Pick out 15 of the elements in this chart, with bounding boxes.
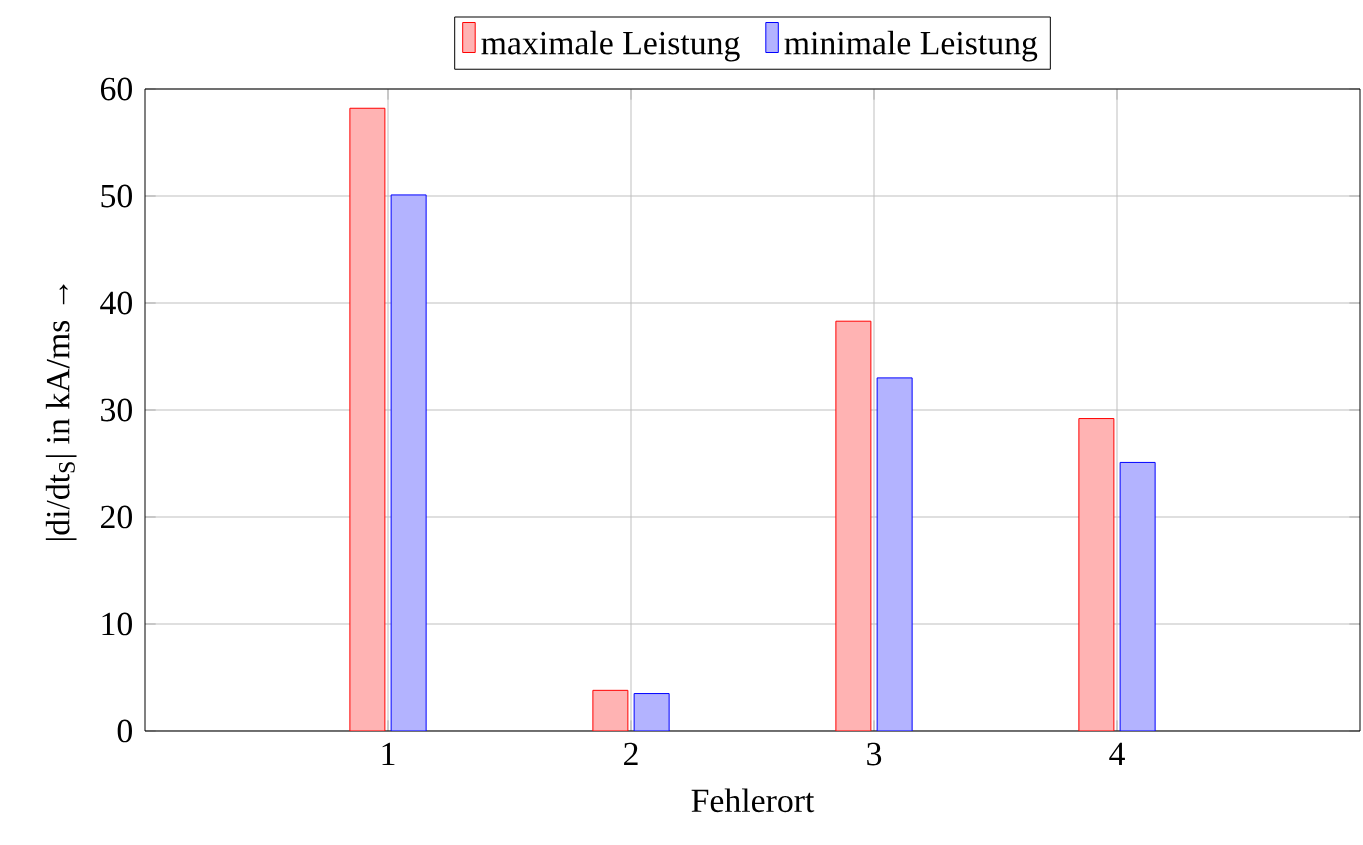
y-tick-label: 50: [101, 184, 132, 208]
y-tick-label: 30: [101, 398, 132, 422]
x-axis-title: Fehlerort: [691, 788, 815, 813]
legend-label: minimale Leistung: [784, 30, 1038, 62]
y-axis-title: |di/dt$_{S}$| in kA/ms →: [45, 284, 77, 541]
y-tick-label: 10: [102, 612, 132, 636]
y-tick-label: 40: [100, 291, 132, 315]
y-tick-label: 60: [100, 77, 132, 101]
x-tick-label: 4: [1109, 742, 1125, 765]
legend-label: maximale Leistung: [481, 30, 740, 62]
x-tick-label: 2: [624, 742, 638, 766]
x-tick-label: 1: [382, 742, 395, 766]
y-tick-label: 20: [101, 505, 132, 529]
x-tick-label: 3: [867, 742, 882, 766]
y-tick-label: 0: [117, 719, 132, 743]
